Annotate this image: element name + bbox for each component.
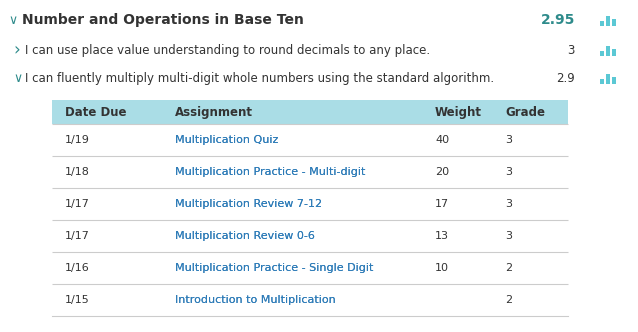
Bar	[612, 48, 616, 56]
Text: Multiplication Practice - Single Digit: Multiplication Practice - Single Digit	[175, 263, 373, 273]
Bar	[612, 76, 616, 84]
Text: 40: 40	[435, 135, 449, 145]
Text: ›: ›	[13, 41, 20, 59]
Text: 3: 3	[505, 231, 512, 241]
Text: Weight: Weight	[435, 106, 482, 119]
Text: ∨: ∨	[8, 14, 17, 27]
Text: Number and Operations in Base Ten: Number and Operations in Base Ten	[22, 13, 304, 27]
Text: 2: 2	[505, 263, 512, 273]
Bar	[606, 46, 610, 56]
Text: Multiplication Review 0-6: Multiplication Review 0-6	[175, 231, 315, 241]
Text: Date Due: Date Due	[65, 106, 126, 119]
Text: 20: 20	[435, 167, 449, 177]
Bar	[52, 100, 568, 124]
Text: Multiplication Review 7-12: Multiplication Review 7-12	[175, 199, 322, 209]
Text: I can fluently multiply multi-digit whole numbers using the standard algorithm.: I can fluently multiply multi-digit whol…	[25, 71, 494, 85]
Text: I can use place value understanding to round decimals to any place.: I can use place value understanding to r…	[25, 43, 430, 56]
Text: 1/15: 1/15	[65, 295, 90, 305]
Text: 3: 3	[505, 167, 512, 177]
Text: 3: 3	[568, 43, 575, 56]
Text: 2.9: 2.9	[556, 71, 575, 85]
Text: Multiplication Practice - Single Digit: Multiplication Practice - Single Digit	[175, 263, 373, 273]
Text: Introduction to Multiplication: Introduction to Multiplication	[175, 295, 336, 305]
Text: 1/16: 1/16	[65, 263, 90, 273]
Bar	[600, 78, 604, 84]
Text: Multiplication Quiz: Multiplication Quiz	[175, 135, 278, 145]
Text: ∨: ∨	[13, 71, 22, 85]
Text: Multiplication Practice - Multi-digit: Multiplication Practice - Multi-digit	[175, 167, 366, 177]
Text: Multiplication Quiz: Multiplication Quiz	[175, 135, 278, 145]
Text: 1/19: 1/19	[65, 135, 90, 145]
Text: Assignment: Assignment	[175, 106, 253, 119]
Text: 13: 13	[435, 231, 449, 241]
Text: Introduction to Multiplication: Introduction to Multiplication	[175, 295, 336, 305]
Text: 3: 3	[505, 199, 512, 209]
Text: Multiplication Practice - Multi-digit: Multiplication Practice - Multi-digit	[175, 167, 366, 177]
Bar	[606, 74, 610, 84]
Text: 2.95: 2.95	[540, 13, 575, 27]
Text: 1/17: 1/17	[65, 231, 90, 241]
Bar	[612, 19, 616, 26]
Text: Multiplication Review 7-12: Multiplication Review 7-12	[175, 199, 322, 209]
Text: 1/17: 1/17	[65, 199, 90, 209]
Text: 2: 2	[505, 295, 512, 305]
Text: Multiplication Review 0-6: Multiplication Review 0-6	[175, 231, 315, 241]
Bar	[600, 21, 604, 26]
Text: 1/18: 1/18	[65, 167, 90, 177]
Bar	[600, 50, 604, 56]
Text: 10: 10	[435, 263, 449, 273]
Bar	[606, 16, 610, 26]
Text: 3: 3	[505, 135, 512, 145]
Text: 17: 17	[435, 199, 449, 209]
Text: Grade: Grade	[505, 106, 545, 119]
